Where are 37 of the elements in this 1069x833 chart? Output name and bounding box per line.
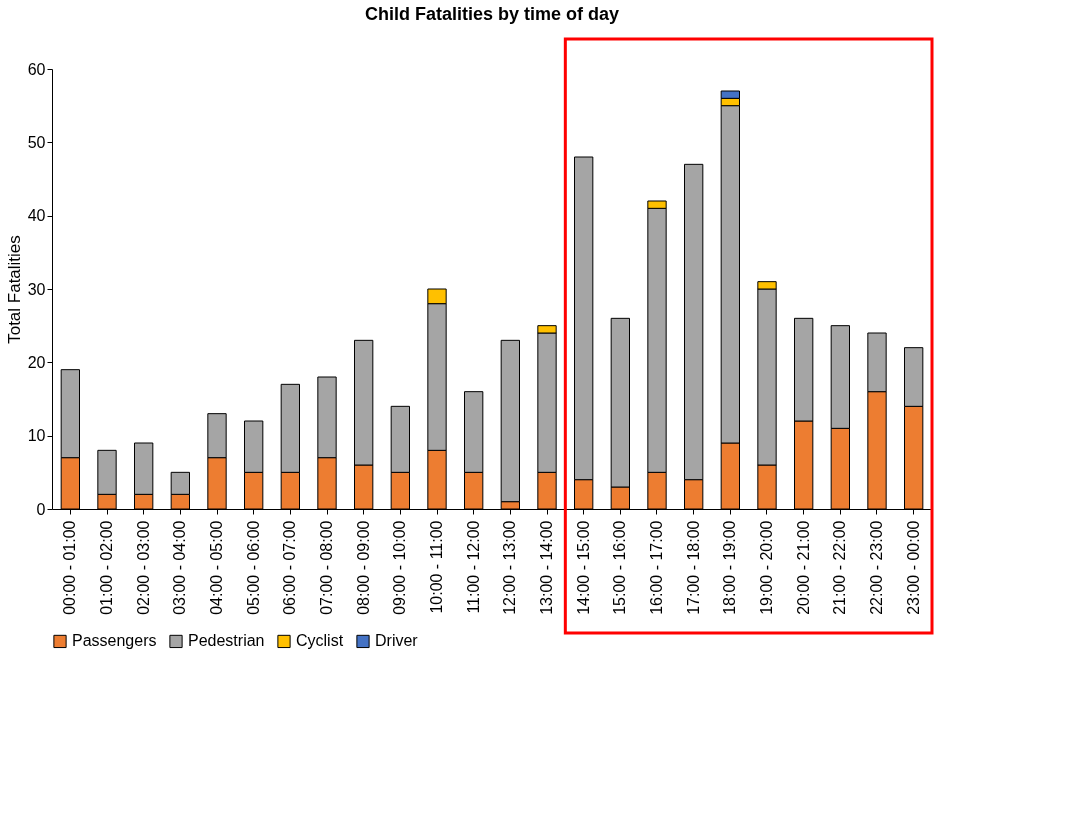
- legend-label: Cyclist: [296, 632, 344, 650]
- x-tick-label: 03:00 - 04:00: [171, 520, 189, 615]
- y-tick-label: 0: [36, 500, 46, 518]
- x-tick-label: 22:00 - 23:00: [868, 520, 885, 615]
- x-tick-label: 07:00 - 08:00: [318, 520, 335, 615]
- y-tick-label: 20: [27, 353, 46, 371]
- y-tick-label: 40: [27, 207, 46, 225]
- x-tick-label: 18:00 - 19:00: [721, 520, 739, 615]
- x-tick-label: 20:00 - 21:00: [794, 520, 812, 615]
- y-tick-label: 50: [27, 133, 46, 151]
- x-tick-label: 06:00 - 07:00: [281, 520, 299, 615]
- y-tick-label: 60: [27, 60, 46, 78]
- x-tick-label: 04:00 - 05:00: [208, 520, 225, 615]
- x-tick-label: 09:00 - 10:00: [391, 520, 409, 615]
- legend-label: Driver: [375, 632, 419, 650]
- x-tick-label: 14:00 - 15:00: [574, 520, 592, 615]
- x-tick-label: 15:00 - 16:00: [611, 520, 629, 615]
- x-tick-label: 13:00 - 14:00: [538, 520, 555, 615]
- y-tick-label: 10: [27, 427, 46, 445]
- x-tick-label: 08:00 - 09:00: [354, 520, 372, 615]
- x-tick-label: 17:00 - 18:00: [684, 520, 702, 615]
- y-tick-label: 30: [27, 280, 46, 298]
- x-tick-label: 23:00 - 00:00: [904, 520, 922, 615]
- x-tick-label: 10:00 - 11:00: [428, 520, 445, 614]
- x-tick-label: 05:00 - 06:00: [244, 520, 262, 615]
- x-tick-label: 00:00 - 01:00: [61, 520, 79, 615]
- chart-title: Child Fatalities by time of day: [364, 3, 620, 24]
- x-tick-label: 01:00 - 02:00: [98, 520, 115, 615]
- x-tick-label: 19:00 - 20:00: [758, 520, 775, 615]
- x-tick-label: 16:00 - 17:00: [648, 520, 665, 615]
- legend-label: Passengers: [72, 632, 157, 650]
- y-axis-title: Total Fatalities: [4, 235, 24, 344]
- x-tick-label: 02:00 - 03:00: [134, 520, 152, 615]
- legend-label: Pedestrian: [188, 632, 265, 650]
- x-tick-label: 12:00 - 13:00: [501, 520, 519, 615]
- x-tick-label: 21:00 - 22:00: [831, 520, 849, 615]
- x-tick-label: 11:00 - 12:00: [464, 520, 482, 614]
